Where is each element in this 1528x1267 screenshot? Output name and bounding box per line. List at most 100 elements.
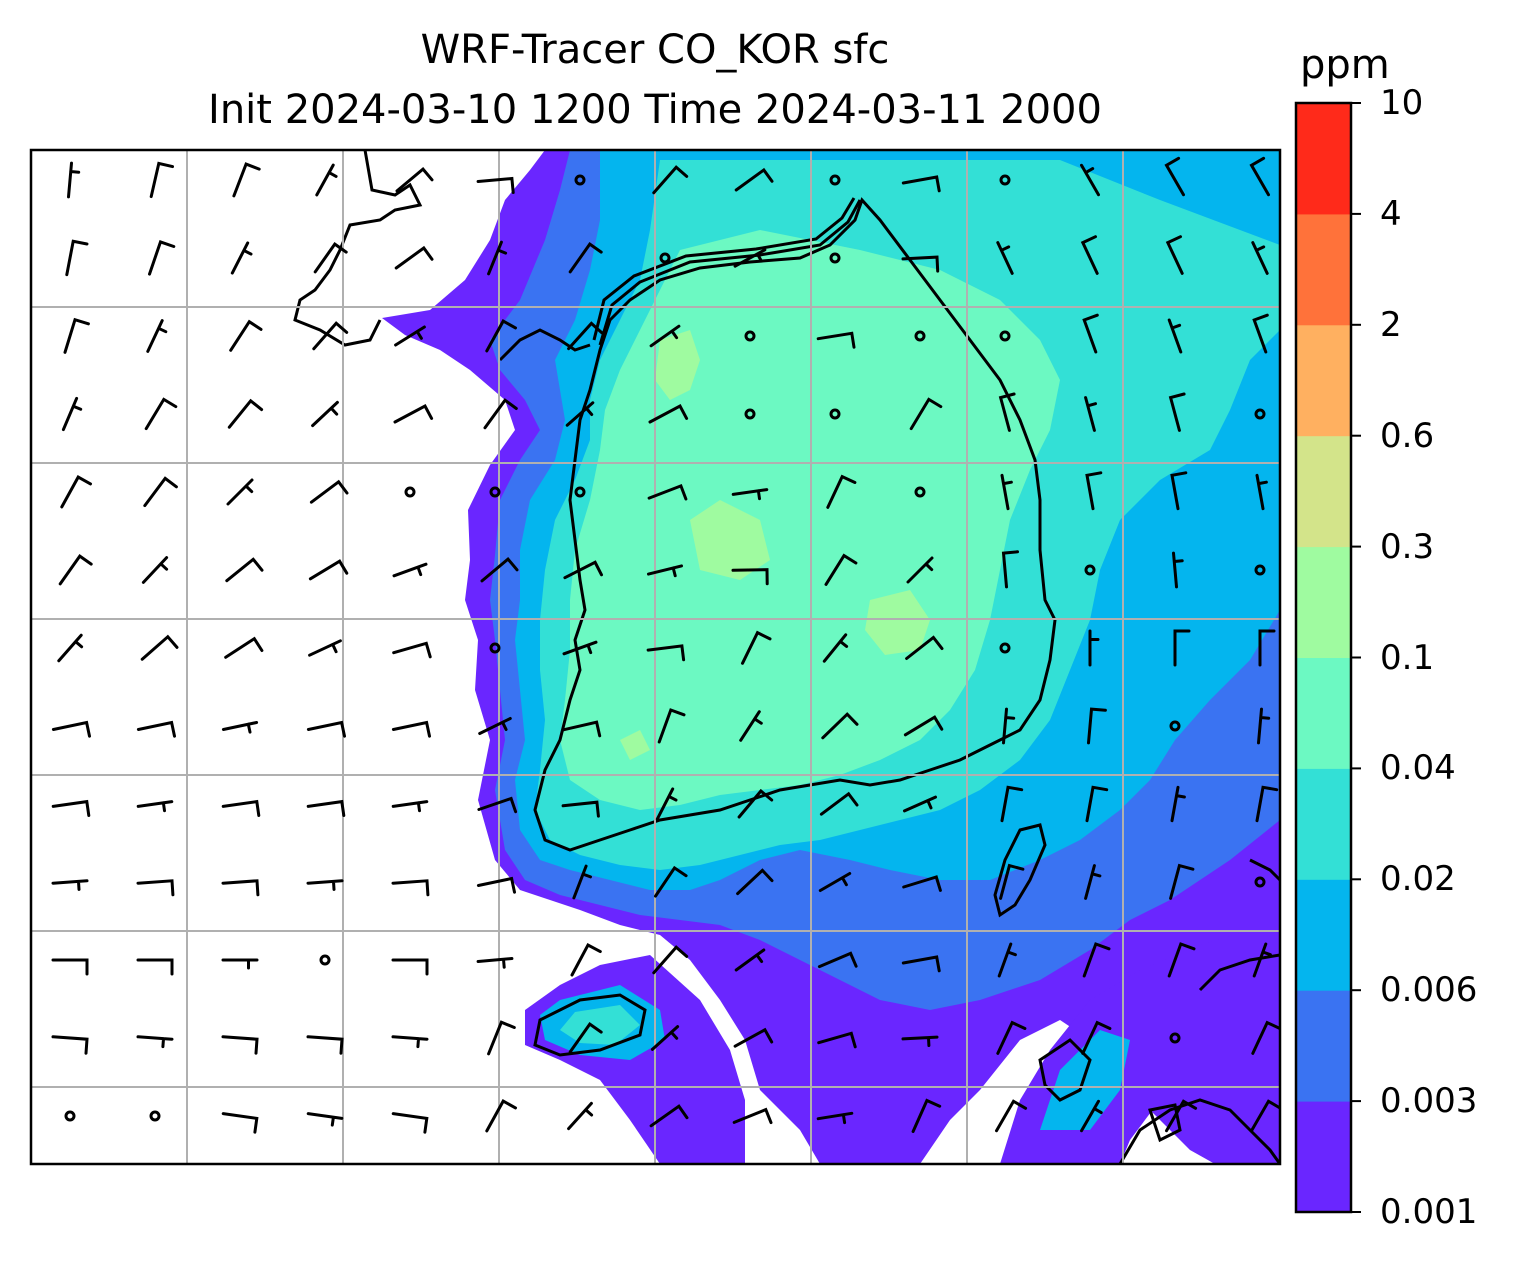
map-subtitle: Init 2024-03-10 1200 Time 2024-03-11 200… [208,87,1102,133]
wind-barb [731,568,769,586]
colorbar-segment [1296,657,1351,769]
calm-wind-marker [1254,876,1266,888]
wind-barb [221,1035,259,1055]
colorbar-unit: ppm [1300,42,1390,88]
wind-barb [1000,785,1024,823]
wind-barb [391,958,429,976]
wind-barb [224,636,264,659]
wind-barb [221,799,261,817]
wind-barb [1081,1020,1112,1055]
wind-barb [393,403,434,424]
calm-wind-marker [1169,720,1181,732]
wind-barb [734,167,774,192]
wind-barb [1080,1099,1103,1133]
wind-barb [51,879,89,891]
wind-barb [732,1107,773,1125]
wind-barb [565,401,595,427]
wind-barb [1000,473,1013,511]
wind-barb [58,554,93,586]
wind-barb [1173,629,1191,667]
wind-barb [649,324,681,348]
wind-barb [306,1112,344,1127]
calm-wind-marker [744,330,756,342]
wind-barb [996,1020,1027,1055]
wind-barb [61,396,83,432]
wind-barb [821,712,859,740]
colorbar-tick-label: 0.6 [1380,415,1435,456]
wind-barb [311,400,339,428]
island [533,993,647,1057]
calm-wind-marker [829,252,841,264]
wind-barb [647,483,688,501]
wind-barb [737,788,774,819]
wind-barb [144,397,178,431]
wind-barb [308,639,342,657]
wind-barb [51,1035,89,1055]
wind-barb [911,1098,942,1133]
china-coastline [498,328,591,362]
wind-barb [480,556,519,583]
wind-barb [51,720,91,738]
wind-barb [394,325,426,347]
wind-barb [313,242,348,274]
field-band-4 [560,1005,640,1045]
wind-barb [903,715,944,737]
japan-coastline [1198,953,1280,992]
wind-barb [572,864,592,900]
wind-barb [1257,707,1271,745]
wind-barb [1165,1099,1198,1133]
calm-wind-marker [1084,564,1096,576]
colorbar-tick-label: 2 [1380,304,1402,345]
wind-barb [63,317,90,354]
wind-barb [567,321,604,351]
wind-barb [1169,863,1195,900]
wind-barb [997,942,1017,978]
wind-barb [391,879,430,897]
wind-barb [1252,313,1269,354]
wind-barb [818,872,852,892]
wind-barb [308,559,349,581]
wind-barb [647,564,683,578]
wind-barb [229,319,263,352]
wind-barb [1085,471,1103,511]
wind-barb [657,708,686,744]
wind-barb [996,241,1014,275]
wind-barb [652,945,689,975]
calm-wind-marker [914,330,926,342]
wind-barb [1165,235,1184,275]
concentration-field [31,150,1280,1164]
wind-barb [563,560,603,580]
wind-barb [67,161,81,199]
wind-barb [819,791,859,816]
wind-barb [57,633,84,663]
wind-barb [487,1020,516,1056]
wind-barb [1251,1020,1280,1055]
china-coastline [293,150,423,347]
wind-barb [306,720,346,738]
wind-barb [476,876,516,894]
wind-barb [906,556,934,584]
calm-wind-marker [999,330,1011,342]
colorbar-tick-label: 0.006 [1380,970,1478,1011]
wind-barb [1172,551,1184,589]
wind-barb [1167,318,1183,354]
colorbar-tick-label: 0.003 [1380,1081,1478,1122]
calm-wind-marker [914,486,926,498]
colorbar-tick-label: 0.001 [1380,1192,1478,1232]
wind-barb [306,1035,344,1055]
wind-barb [650,1025,680,1051]
wind-barb [1255,785,1279,823]
wind-barb [733,1027,774,1048]
wind-barb [905,635,944,660]
colorbar-segment [1296,324,1351,437]
wind-barb [485,319,517,353]
calm-wind-marker [1254,408,1266,420]
colorbar-segment [1296,768,1351,880]
wind-barb [483,398,518,430]
wind-barb [1249,156,1270,197]
wind-barb [561,720,602,738]
wind-barb [1170,471,1188,511]
calm-wind-marker [829,408,841,420]
wind-barb [816,331,856,349]
